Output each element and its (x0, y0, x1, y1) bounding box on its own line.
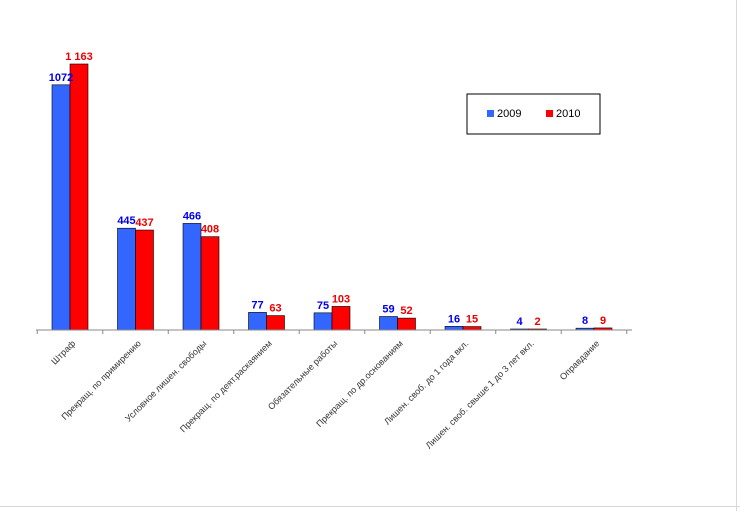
data-label-2009-2: 466 (183, 210, 201, 222)
legend-swatch-2009 (487, 110, 494, 117)
bar-2009-2 (182, 223, 202, 331)
data-label-2010-3: 63 (269, 303, 281, 315)
data-label-2009-6: 16 (448, 313, 460, 325)
data-label-2009-3: 77 (251, 299, 263, 311)
bar-2010-5 (397, 317, 416, 331)
category-label-4: Обязательные работы (266, 338, 340, 412)
bar-2009-6 (444, 326, 464, 331)
data-label-2010-8: 9 (600, 315, 606, 327)
bar-2010-4 (331, 306, 351, 331)
data-label-2009-1: 445 (117, 215, 135, 227)
legend: 2009 2010 (466, 93, 601, 135)
bar-2010-6 (462, 326, 482, 331)
frame-right-edge (736, 0, 737, 511)
legend-label-2009: 2009 (497, 108, 521, 120)
bar-2010-1 (135, 229, 154, 331)
bar-2009-5 (379, 316, 398, 331)
data-label-2009-4: 75 (317, 300, 329, 312)
data-label-2010-2: 408 (201, 224, 219, 236)
data-label-2010-0: 1 163 (65, 51, 93, 63)
data-label-2010-7: 2 (534, 316, 540, 328)
category-label-7: Лишен. своб. свыше 1 до 3 лет вкл. (424, 338, 536, 450)
data-label-2009-0: 1072 (49, 72, 73, 84)
bar-2009-4 (313, 312, 333, 331)
bar-2010-0 (69, 63, 89, 331)
category-label-8: Оправдание (558, 338, 602, 382)
bar-2009-3 (248, 312, 267, 331)
category-label-0: Штраф (49, 338, 78, 367)
legend-swatch-2010 (546, 110, 553, 117)
data-label-2010-4: 103 (332, 293, 350, 305)
bar-2010-2 (200, 236, 220, 331)
data-label-2010-5: 52 (400, 305, 412, 317)
legend-label-2010: 2010 (556, 108, 580, 120)
data-label-2009-5: 59 (382, 304, 394, 316)
bar-2009-1 (117, 227, 136, 331)
bar-2009-0 (51, 84, 71, 331)
data-label-2010-1: 437 (135, 217, 153, 229)
data-label-2010-6: 15 (466, 314, 478, 326)
bar-2010-3 (266, 315, 285, 331)
data-label-2009-8: 8 (582, 315, 588, 327)
data-label-2009-7: 4 (516, 316, 523, 328)
frame-bottom-edge (0, 506, 740, 507)
